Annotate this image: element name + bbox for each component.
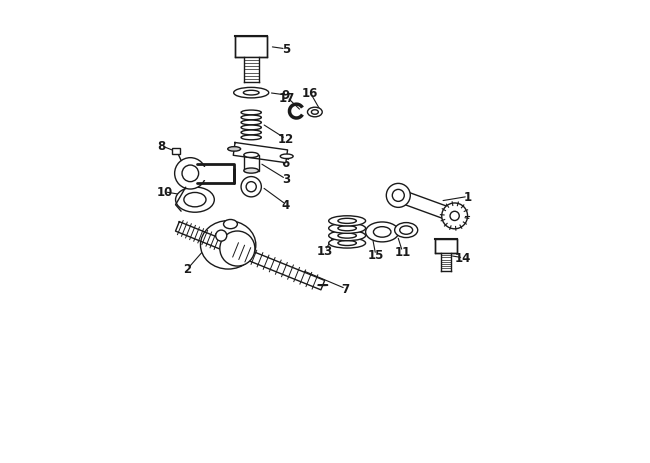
Ellipse shape [311, 111, 318, 115]
Ellipse shape [241, 111, 261, 116]
Ellipse shape [200, 221, 256, 269]
Polygon shape [197, 168, 231, 181]
Text: 9: 9 [281, 89, 290, 102]
Circle shape [216, 231, 227, 242]
Text: 3: 3 [281, 173, 290, 186]
Text: 7: 7 [342, 282, 350, 295]
Ellipse shape [338, 219, 356, 224]
Bar [172, 148, 180, 155]
Ellipse shape [365, 223, 399, 242]
Ellipse shape [400, 226, 413, 235]
Ellipse shape [395, 223, 418, 238]
Text: 17: 17 [279, 92, 295, 105]
Text: 10: 10 [157, 186, 173, 199]
Ellipse shape [176, 188, 214, 213]
Ellipse shape [329, 216, 365, 226]
Ellipse shape [234, 88, 268, 99]
Text: 2: 2 [183, 263, 192, 276]
Ellipse shape [241, 116, 261, 120]
Ellipse shape [184, 193, 206, 207]
Ellipse shape [329, 224, 365, 234]
Text: 1: 1 [464, 190, 472, 203]
Text: 14: 14 [455, 252, 471, 265]
Ellipse shape [244, 169, 259, 174]
Ellipse shape [329, 231, 365, 241]
Circle shape [450, 212, 460, 221]
Circle shape [175, 158, 206, 190]
Polygon shape [441, 253, 451, 271]
Text: 15: 15 [367, 249, 384, 262]
Circle shape [182, 166, 199, 182]
Ellipse shape [374, 227, 391, 238]
Circle shape [393, 190, 404, 202]
Circle shape [386, 184, 410, 208]
Ellipse shape [338, 226, 356, 232]
Ellipse shape [307, 108, 322, 118]
Circle shape [241, 177, 261, 197]
Ellipse shape [241, 136, 261, 140]
Polygon shape [176, 222, 325, 290]
Ellipse shape [338, 241, 356, 246]
Ellipse shape [329, 238, 365, 249]
Polygon shape [244, 57, 259, 83]
Ellipse shape [318, 285, 328, 286]
Ellipse shape [244, 153, 259, 158]
Text: 12: 12 [278, 133, 294, 146]
Text: 8: 8 [157, 140, 165, 153]
Ellipse shape [338, 233, 356, 238]
Text: 4: 4 [281, 198, 290, 211]
Ellipse shape [241, 131, 261, 136]
Text: 6: 6 [281, 157, 290, 170]
Ellipse shape [280, 155, 293, 159]
Bar [244, 156, 259, 171]
Ellipse shape [241, 126, 261, 131]
Circle shape [246, 182, 256, 193]
Polygon shape [396, 190, 457, 223]
Circle shape [442, 204, 467, 229]
Text: 5: 5 [281, 43, 290, 56]
Text: 13: 13 [317, 244, 333, 257]
Bar [435, 239, 457, 253]
Polygon shape [233, 143, 287, 163]
Bar [235, 38, 267, 57]
Text: 16: 16 [302, 87, 318, 100]
Circle shape [220, 232, 255, 267]
Ellipse shape [241, 121, 261, 125]
Ellipse shape [243, 91, 259, 96]
Text: 11: 11 [395, 246, 411, 259]
Ellipse shape [227, 147, 240, 152]
Ellipse shape [224, 220, 237, 229]
